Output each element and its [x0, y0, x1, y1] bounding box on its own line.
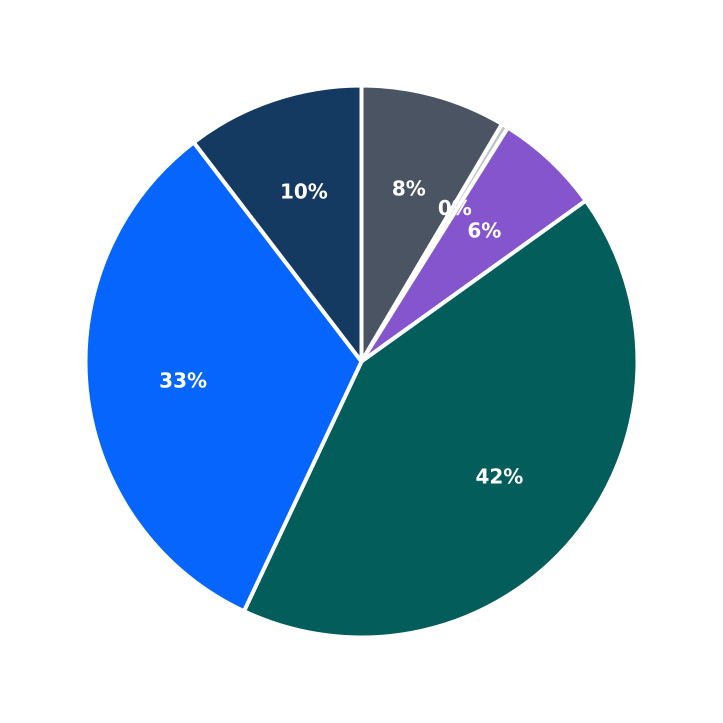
pie-slice-label-5: 10% [280, 180, 328, 204]
pie-slice-label-1: 0% [438, 196, 472, 220]
pie-slice-label-0: 8% [392, 177, 426, 201]
pie-slice-3 [241, 198, 640, 640]
pie-slice-label-3: 42% [475, 464, 523, 488]
pie-slices [83, 83, 640, 640]
pie-slice-0 [359, 83, 504, 364]
pie-slice-4 [83, 140, 364, 614]
pie-labels: 8% 0%6% 42% 33% 10% [159, 177, 523, 489]
pie-slice-label-2: 6% [467, 219, 501, 243]
pie-slice-label-4: 33% [159, 369, 207, 393]
pie-slice-5 [191, 83, 364, 364]
